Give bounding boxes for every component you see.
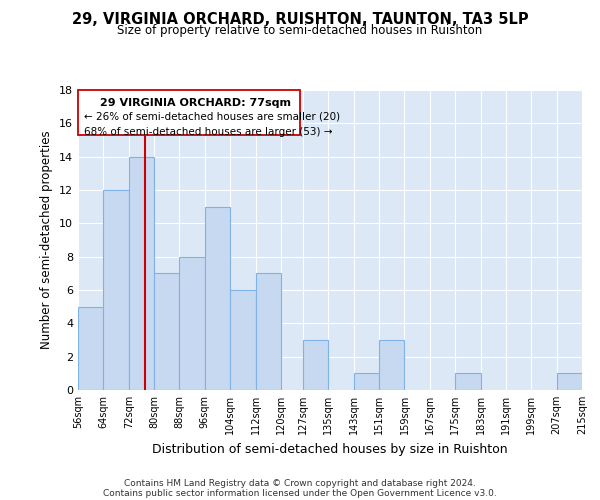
Text: 29, VIRGINIA ORCHARD, RUISHTON, TAUNTON, TA3 5LP: 29, VIRGINIA ORCHARD, RUISHTON, TAUNTON,… — [71, 12, 529, 28]
Bar — [455, 374, 481, 390]
X-axis label: Distribution of semi-detached houses by size in Ruishton: Distribution of semi-detached houses by … — [152, 442, 508, 456]
Bar — [557, 374, 582, 390]
Text: ← 26% of semi-detached houses are smaller (20): ← 26% of semi-detached houses are smalle… — [85, 112, 340, 122]
Bar — [129, 156, 154, 390]
Bar — [303, 340, 328, 390]
Y-axis label: Number of semi-detached properties: Number of semi-detached properties — [40, 130, 53, 350]
Bar — [205, 206, 230, 390]
Bar — [179, 256, 205, 390]
Bar — [256, 274, 281, 390]
Bar — [354, 374, 379, 390]
Bar — [379, 340, 404, 390]
Text: Size of property relative to semi-detached houses in Ruishton: Size of property relative to semi-detach… — [118, 24, 482, 37]
Bar — [103, 190, 129, 390]
Bar — [230, 290, 256, 390]
Bar — [154, 274, 179, 390]
Bar — [78, 90, 300, 135]
Bar — [78, 306, 103, 390]
Text: Contains HM Land Registry data © Crown copyright and database right 2024.: Contains HM Land Registry data © Crown c… — [124, 478, 476, 488]
Text: 29 VIRGINIA ORCHARD: 77sqm: 29 VIRGINIA ORCHARD: 77sqm — [100, 98, 291, 108]
Text: Contains public sector information licensed under the Open Government Licence v3: Contains public sector information licen… — [103, 488, 497, 498]
Text: 68% of semi-detached houses are larger (53) →: 68% of semi-detached houses are larger (… — [85, 126, 333, 136]
